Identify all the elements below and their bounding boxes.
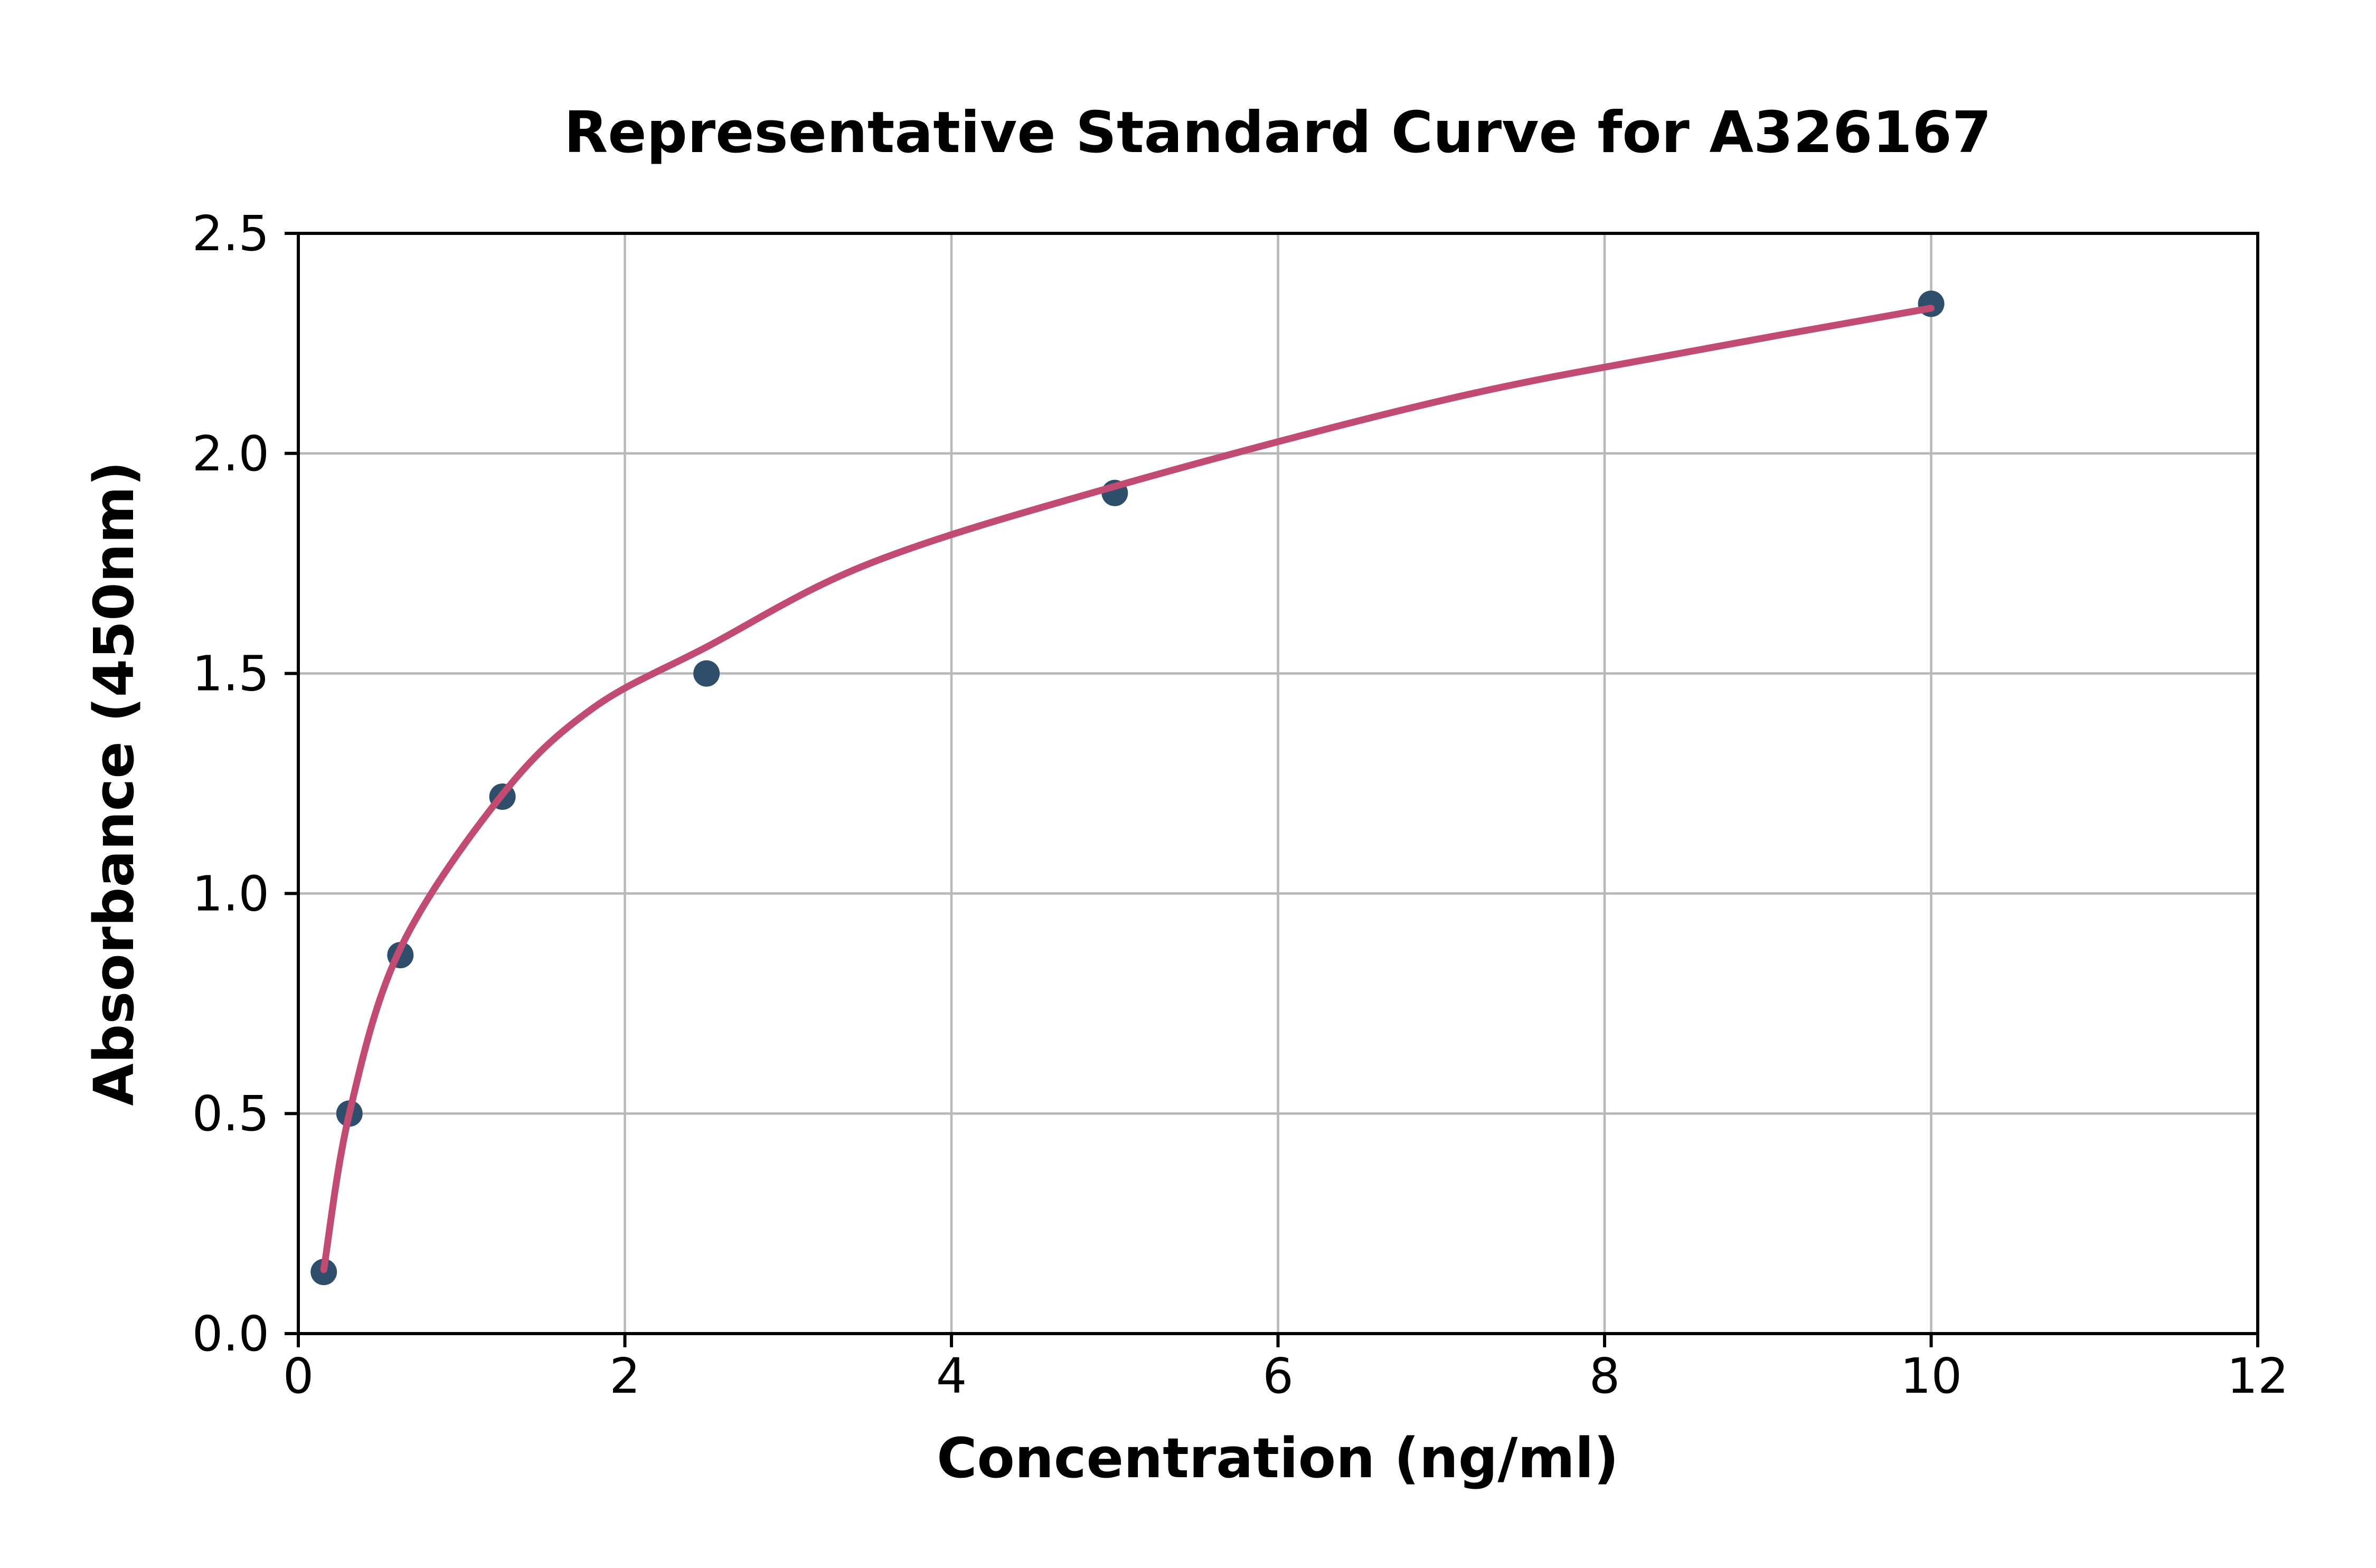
data-point bbox=[693, 660, 720, 687]
plot-border bbox=[297, 232, 2259, 1335]
x-tick-label: 6 bbox=[1262, 1348, 1294, 1404]
y-tick-label: 2.0 bbox=[192, 426, 269, 482]
gridlines bbox=[298, 233, 2258, 1334]
y-tick-label: 0.0 bbox=[192, 1306, 269, 1362]
axis-tick-marks bbox=[285, 232, 2259, 1347]
y-axis-label: Absorbance (450nm) bbox=[82, 461, 146, 1106]
y-tick-label: 1.5 bbox=[192, 646, 269, 702]
x-tick-label: 8 bbox=[1589, 1348, 1620, 1404]
data-points bbox=[310, 290, 1945, 1286]
y-tick-labels: 0.0 0.5 1.0 1.5 2.0 2.5 bbox=[192, 205, 269, 1362]
chart-title: Representative Standard Curve for A32616… bbox=[564, 100, 1992, 166]
x-tick-label: 4 bbox=[936, 1348, 967, 1404]
x-tick-label: 10 bbox=[1900, 1348, 1962, 1404]
x-tick-label: 0 bbox=[283, 1348, 314, 1404]
x-tick-label: 12 bbox=[2227, 1348, 2288, 1404]
x-axis-label: Concentration (ng/ml) bbox=[937, 1426, 1619, 1490]
y-tick-label: 1.0 bbox=[192, 865, 269, 922]
fit-curve-line bbox=[320, 305, 1935, 1273]
y-tick-label: 2.5 bbox=[192, 205, 269, 262]
y-tick-label: 0.5 bbox=[192, 1085, 269, 1142]
x-tick-labels: 0 2 4 6 8 10 12 bbox=[283, 1348, 2289, 1404]
x-tick-label: 2 bbox=[609, 1348, 640, 1404]
